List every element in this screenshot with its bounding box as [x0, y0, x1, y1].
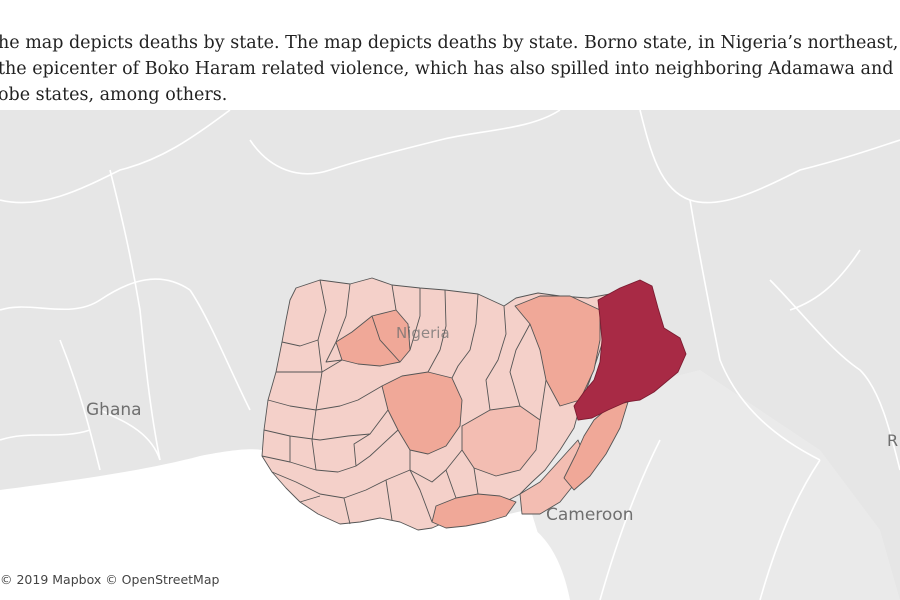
neighbor-borders	[0, 110, 900, 600]
choropleth-map[interactable]: Nigeria Ghana Cameroon R	[0, 110, 900, 600]
state-borno[interactable]	[573, 279, 687, 421]
label-right-edge: R	[887, 431, 898, 450]
map-caption: he map depicts deaths by state. The map …	[0, 0, 900, 110]
label-nigeria: Nigeria	[396, 324, 450, 342]
caption-text: he map depicts deaths by state. The map …	[0, 33, 899, 105]
label-ghana: Ghana	[86, 400, 142, 420]
label-cameroon: Cameroon	[546, 505, 634, 525]
nigeria-states	[261, 277, 687, 531]
state-kaduna[interactable]	[381, 371, 463, 455]
state-yobe[interactable]	[514, 295, 601, 407]
map-canvas[interactable]: Nigeria Ghana Cameroon R	[0, 110, 900, 600]
state-borders	[261, 279, 547, 525]
state-plateau[interactable]	[461, 405, 541, 477]
coast	[520, 520, 570, 600]
state-benue[interactable]	[431, 493, 517, 529]
ocean	[0, 449, 560, 600]
map-attribution[interactable]: © 2019 Mapbox © OpenStreetMap	[0, 572, 220, 587]
